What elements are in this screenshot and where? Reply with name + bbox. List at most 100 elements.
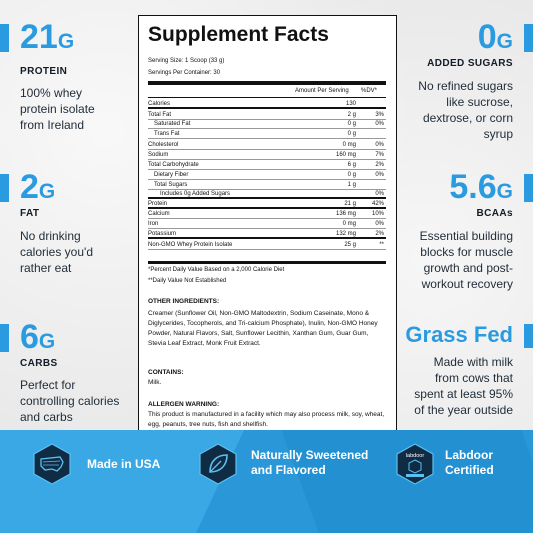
facts-row: Potassium 132 mg 2% (148, 230, 386, 239)
accent-bar (524, 174, 533, 202)
leaf-icon (199, 443, 237, 485)
footnote-dv: *Percent Daily Value Based on a 2,000 Ca… (148, 267, 285, 273)
stat-number: Grass Fed (405, 322, 513, 347)
labdoor-icon: labdoor (396, 443, 434, 485)
row-divider (148, 228, 386, 229)
nutrient-dv: 3% (375, 112, 384, 118)
facts-row: Total Carbohydrate 6 g 2% (148, 161, 386, 170)
stat-label: PROTEIN (20, 66, 68, 77)
facts-row: Total Sugars 1 g (148, 181, 386, 190)
footnote-not-established: **Daily Value Not Established (148, 278, 227, 284)
badge-label: Labdoor Certified (445, 448, 494, 477)
stat-number: 0G (477, 18, 513, 56)
stat-number: 6G (20, 318, 56, 356)
nutrient-name: Dietary Fiber (154, 172, 189, 178)
nutrient-amount: 0 mg (342, 142, 356, 148)
facts-row: Includes 0g Added Sugars 0% (148, 190, 386, 199)
serving-size: Serving Size: 1 Scoop (33 g) (148, 58, 225, 64)
panel-title: Supplement Facts (148, 23, 329, 46)
divider (148, 81, 386, 85)
row-divider (148, 237, 386, 239)
allergen-text: This product is manufactured in a facili… (148, 411, 385, 428)
row-divider (148, 218, 386, 219)
facts-row: Sodium 160 mg 7% (148, 151, 386, 160)
nutrient-dv: ** (379, 242, 384, 248)
nutrient-amount: 25 g (344, 242, 356, 248)
nutrient-amount: 0 g (347, 121, 356, 127)
allergen-heading: ALLERGEN WARNING: (148, 401, 220, 408)
facts-row: Total Fat 2 g 3% (148, 111, 386, 120)
other-ingredients-text: Creamer (Sunflower Oil, Non-GMO Maltodex… (148, 310, 378, 347)
row-divider (148, 197, 386, 199)
facts-row: Saturated Fat 0 g 0% (148, 120, 386, 129)
facts-row: Dietary Fiber 0 g 0% (148, 171, 386, 180)
contains-heading: CONTAINS: (148, 369, 184, 376)
nutrient-dv: 2% (375, 231, 384, 237)
nutrient-name: Potassium (148, 231, 177, 237)
nutrient-dv: 0% (375, 121, 384, 127)
nutrient-name: Non-GMO Whey Protein Isolate (148, 242, 233, 248)
nutrient-amount: 21 g (344, 201, 356, 207)
nutrient-name: Calories (148, 101, 171, 107)
nutrient-name: Trans Fat (154, 131, 180, 137)
nutrient-amount: 0 mg (342, 221, 356, 227)
bottom-badge-band (0, 430, 533, 533)
nutrient-amount: 2 g (347, 112, 356, 118)
svg-text:labdoor: labdoor (406, 453, 425, 459)
stat-description: Perfect for controlling calories and carbs (20, 378, 120, 424)
nutrient-dv: 0% (375, 221, 384, 227)
nutrient-name: Includes 0g Added Sugars (160, 191, 231, 197)
stat-description: No drinking calories you'd rather eat (20, 229, 93, 275)
stat-description: Essential building blocks for muscle growt… (419, 229, 513, 291)
facts-row: Non-GMO Whey Protein Isolate 25 g ** (148, 241, 386, 250)
row-divider (148, 159, 386, 160)
nutrient-dv: 2% (375, 162, 384, 168)
accent-bar (524, 324, 533, 348)
facts-row: Trans Fat 0 g (148, 130, 386, 139)
nutrient-name: Cholesterol (148, 142, 179, 148)
nutrient-amount: 6 g (347, 162, 356, 168)
nutrient-name: Protein (148, 201, 168, 207)
row-divider (148, 189, 386, 190)
row-divider (148, 138, 386, 139)
nutrient-name: Iron (148, 221, 159, 227)
nutrient-name: Saturated Fat (154, 121, 191, 127)
nutrient-amount: 160 mg (335, 152, 356, 158)
nutrient-name: Total Sugars (154, 182, 188, 188)
contains-text: Milk. (148, 379, 162, 386)
stat-description: No refined sugars like sucrose, dextrose, … (418, 79, 513, 141)
accent-bar (0, 324, 9, 352)
facts-row: Cholesterol 0 mg 0% (148, 141, 386, 150)
nutrient-name: Total Carbohydrate (148, 162, 199, 168)
row-divider (148, 179, 386, 180)
divider (148, 97, 386, 98)
row-divider (148, 107, 386, 109)
facts-row: Protein 21 g 42% (148, 200, 386, 209)
servings-per-container: Servings Per Container: 30 (148, 70, 221, 76)
header-amount: Amount Per Serving (295, 88, 349, 94)
ingredients-panel: OTHER INGREDIENTS: Creamer (Sunflower Oi… (138, 291, 397, 431)
row-divider (148, 128, 386, 129)
accent-bar (524, 24, 533, 52)
nutrient-dv: 7% (375, 152, 384, 158)
accent-bar (0, 174, 9, 202)
stat-description: 100% whey protein isolate from Ireland (20, 86, 95, 132)
stat-label: FAT (20, 208, 40, 219)
row-divider (148, 169, 386, 170)
badge-label: Naturally Sweetened and Flavored (251, 448, 369, 477)
divider (148, 261, 386, 264)
stat-number: 21G (20, 18, 75, 56)
nutrient-name: Calcium (148, 211, 170, 217)
row-divider (148, 119, 386, 120)
stat-number: 5.6G (449, 168, 513, 206)
stat-label: ADDED SUGARS (427, 58, 513, 69)
stat-label: CARBS (20, 358, 58, 369)
nutrient-amount: 132 mg (335, 231, 356, 237)
nutrient-dv: 0% (375, 142, 384, 148)
nutrient-amount: 1 g (347, 182, 356, 188)
facts-row: Iron 0 mg 0% (148, 220, 386, 229)
accent-bar (0, 24, 9, 52)
nutrient-dv: 10% (371, 211, 384, 217)
nutrient-dv: 42% (371, 201, 384, 207)
nutrient-dv: 0% (375, 172, 384, 178)
